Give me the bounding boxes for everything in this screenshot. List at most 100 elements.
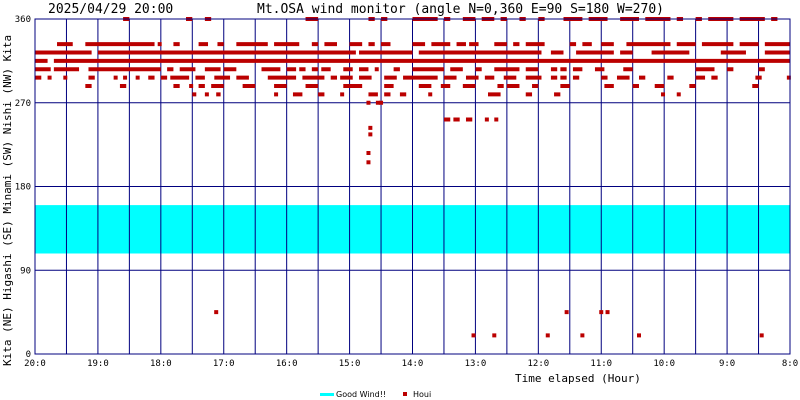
houi-point-run	[57, 42, 73, 47]
houi-point-run	[173, 42, 180, 47]
houi-point-run	[204, 67, 221, 72]
houi-point-run	[764, 42, 790, 47]
legend-swatch-houi	[403, 392, 407, 396]
houi-point-run	[368, 42, 375, 47]
houi-point	[379, 100, 384, 105]
houi-point-run	[440, 84, 451, 88]
x-tick-label: 18:0	[150, 359, 172, 369]
y-tick-label: 360	[15, 15, 31, 25]
houi-point	[214, 310, 219, 315]
houi-point	[471, 333, 476, 338]
houi-point	[368, 132, 373, 137]
houi-point-run	[465, 117, 473, 122]
houi-point-run	[676, 42, 696, 47]
y-tick-label: 90	[20, 266, 31, 276]
houi-point-run	[204, 92, 209, 97]
houi-point-run	[453, 117, 460, 122]
houi-point-run	[340, 75, 353, 80]
houi-point	[366, 151, 371, 155]
houi-point-run	[135, 75, 140, 80]
houi-point	[375, 100, 380, 105]
houi-point-run	[157, 42, 162, 47]
houi-point-run	[267, 75, 297, 80]
x-tick-label: 12:0	[527, 359, 549, 369]
houi-point-run	[299, 67, 306, 72]
houi-point-run	[195, 75, 205, 80]
houi-point-run	[198, 42, 209, 47]
houi-point-run	[739, 42, 759, 47]
houi-point-run	[340, 92, 345, 97]
houi-point-run	[53, 67, 80, 72]
houi-point-run	[173, 84, 180, 88]
houi-point-run	[786, 75, 791, 80]
x-tick-label: 10:0	[653, 359, 675, 369]
houi-point-run	[412, 67, 444, 72]
houi-point-run	[431, 42, 451, 47]
chart-title: Mt.OSA wind monitor (angle N=0,360 E=90 …	[257, 2, 664, 17]
houi-point-run	[324, 42, 337, 47]
houi-point-run	[236, 75, 249, 80]
houi-point-run	[667, 75, 674, 80]
legend: Good Wind!! Houi	[320, 390, 431, 399]
houi-point-run	[620, 50, 633, 55]
houi-point-run	[601, 42, 614, 47]
houi-point-run	[286, 67, 297, 72]
houi-point-run	[274, 42, 300, 47]
houi-point-run	[525, 67, 539, 72]
houi-point-run	[695, 67, 715, 72]
legend-label-houi: Houi	[413, 390, 431, 399]
x-tick-label: 13:0	[465, 359, 487, 369]
houi-point-run	[632, 84, 639, 88]
houi-point-run	[494, 42, 507, 47]
houi-point-run	[179, 67, 196, 72]
houi-point-run	[412, 42, 426, 47]
houi-point	[599, 310, 604, 315]
houi-point-run	[359, 50, 413, 55]
houi-point-run	[119, 84, 127, 88]
houi-point-run	[236, 42, 268, 47]
legend-swatch-good-wind	[320, 393, 334, 396]
y-tick-label: 180	[15, 183, 31, 193]
y-axis-label: Kita (NE) Higashi (SE) Minami (SW) Nishi…	[1, 35, 14, 366]
houi-point-run	[701, 42, 734, 47]
houi-point-run	[443, 117, 451, 122]
houi-point-run	[170, 75, 190, 80]
plot-frame	[34, 18, 791, 355]
houi-point-run	[494, 67, 520, 72]
houi-point-run	[469, 42, 479, 47]
houi-point-run	[582, 42, 592, 47]
houi-point-run	[85, 84, 92, 88]
houi-point-run	[35, 67, 51, 72]
houi-point-run	[311, 67, 319, 72]
houi-point-run	[192, 92, 197, 97]
houi-point-run	[755, 75, 762, 80]
houi-point-run	[450, 67, 463, 72]
houi-point-run	[560, 67, 567, 72]
y-tick-label: 0	[26, 350, 31, 360]
houi-point-run	[554, 92, 561, 97]
houi-point-run	[497, 84, 504, 88]
houi-point-run	[764, 50, 790, 55]
houi-point-run	[311, 42, 319, 47]
houi-point-run	[63, 75, 68, 80]
houi-point-run	[359, 75, 372, 80]
houi-point-run	[292, 92, 303, 97]
houi-point	[637, 333, 641, 338]
houi-point	[545, 333, 550, 338]
houi-point-run	[532, 84, 539, 88]
houi-point-run	[274, 84, 287, 88]
houi-point-run	[513, 42, 520, 47]
houi-point-run	[525, 75, 542, 80]
houi-point-run	[720, 50, 746, 55]
plot-area: 0 90 180 270 360 20:0 19:0 18:0 17:0 16:0 15:0 14:…	[15, 15, 798, 369]
houi-point-run	[261, 67, 281, 72]
houi-point-run	[639, 75, 646, 80]
x-tick-label: 9:0	[719, 359, 735, 369]
houi-point-run	[384, 75, 397, 80]
x-axis-label: Time elapsed (Hour)	[515, 372, 641, 385]
houi-point-run	[223, 67, 237, 72]
houi-point-run	[626, 42, 671, 47]
houi-point-run	[494, 117, 499, 122]
houi-point-run	[88, 67, 161, 72]
houi-point-run	[488, 92, 501, 97]
